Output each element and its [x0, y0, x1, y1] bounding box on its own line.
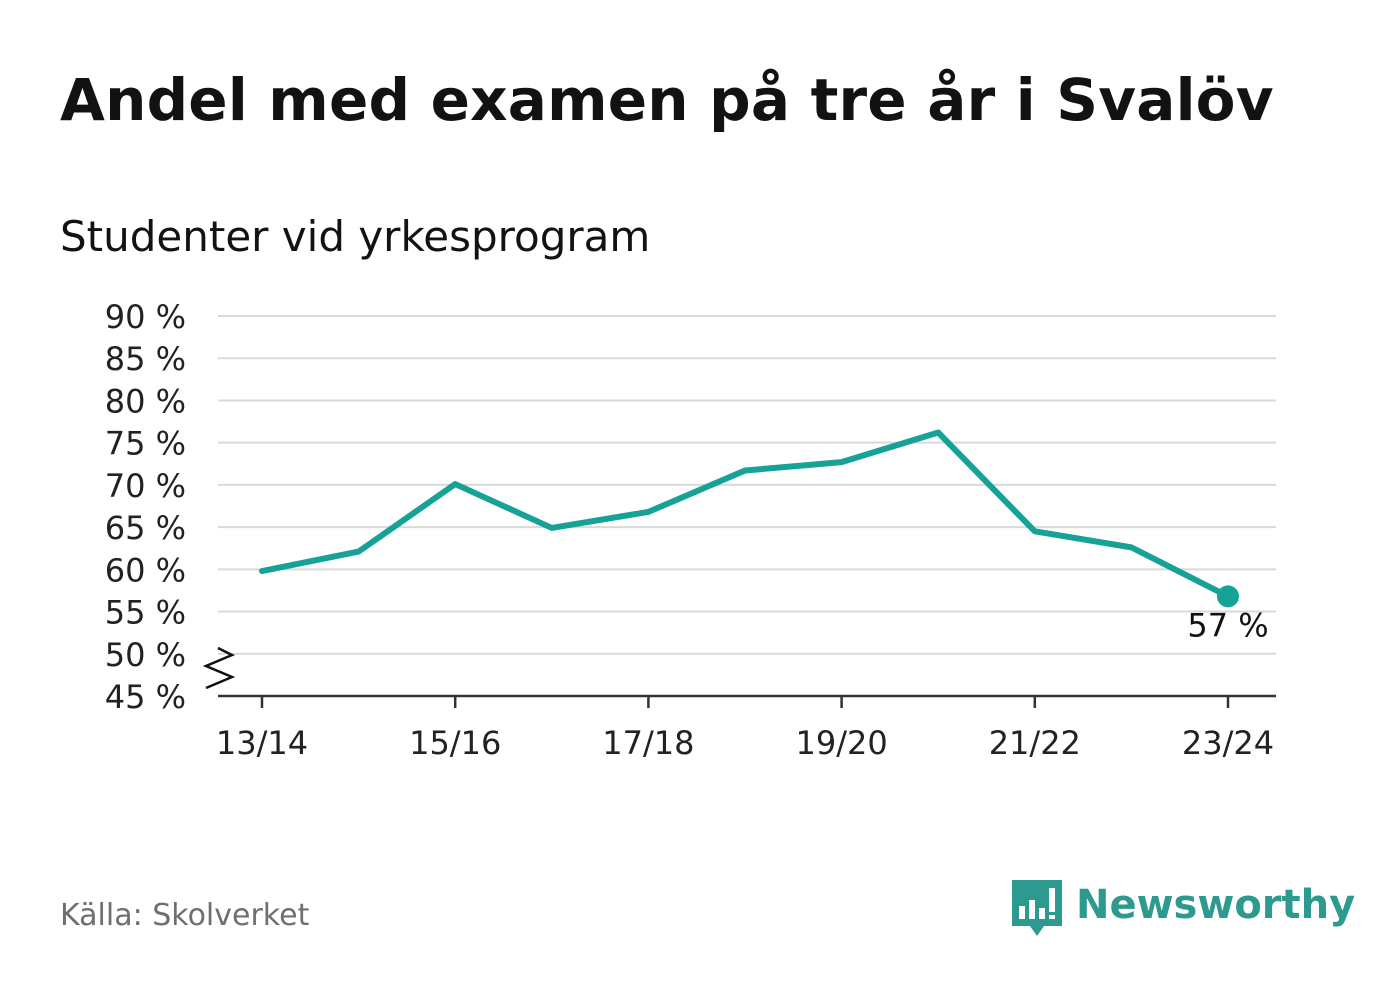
brand-name: Newsworthy: [1076, 882, 1356, 928]
y-tick-label: 80 %: [105, 382, 186, 420]
series-line: [259, 429, 1231, 600]
y-tick-label: 55 %: [105, 594, 186, 632]
source-label: Källa: Skolverket: [60, 898, 310, 933]
x-tick-label: 19/20: [795, 724, 887, 762]
x-axis: [202, 646, 1276, 708]
y-tick-label: 65 %: [105, 509, 186, 547]
x-tick-label: 15/16: [409, 724, 501, 762]
y-tick-label: 50 %: [105, 636, 186, 674]
bar-chart-speech-bubble-icon: [1012, 880, 1062, 936]
y-axis-tick-labels: 45 % 50 % 55 % 60 % 65 % 70 % 75 % 80 % 85 % 90 %: [105, 298, 186, 716]
y-tick-label: 70 %: [105, 467, 186, 505]
y-tick-label: 90 %: [105, 298, 186, 336]
y-tick-label: 85 %: [105, 340, 186, 378]
brand-logo: Newsworthy: [1010, 878, 1355, 940]
x-tick-label: 17/18: [602, 724, 694, 762]
x-tick-label: 23/24: [1182, 724, 1274, 762]
x-tick-label: 21/22: [989, 724, 1081, 762]
data-series: [259, 429, 1239, 608]
axis-break-mark: [202, 646, 236, 690]
x-axis-tick-labels: 13/14 15/16 17/18 19/20 21/22 23/24: [216, 724, 1274, 762]
data-labels: 57 %: [1187, 606, 1268, 644]
x-tick-label: 13/14: [216, 724, 308, 762]
chart-title: Andel med examen på tre år i Svalöv: [60, 66, 1274, 134]
y-tick-label: 45 %: [105, 678, 186, 716]
gridlines: [218, 315, 1276, 655]
y-tick-label: 75 %: [105, 425, 186, 463]
y-tick-label: 60 %: [105, 551, 186, 589]
last-value-label: 57 %: [1187, 606, 1268, 644]
last-data-point: [1217, 585, 1239, 608]
chart-subtitle: Studenter vid yrkesprogram: [60, 212, 651, 261]
